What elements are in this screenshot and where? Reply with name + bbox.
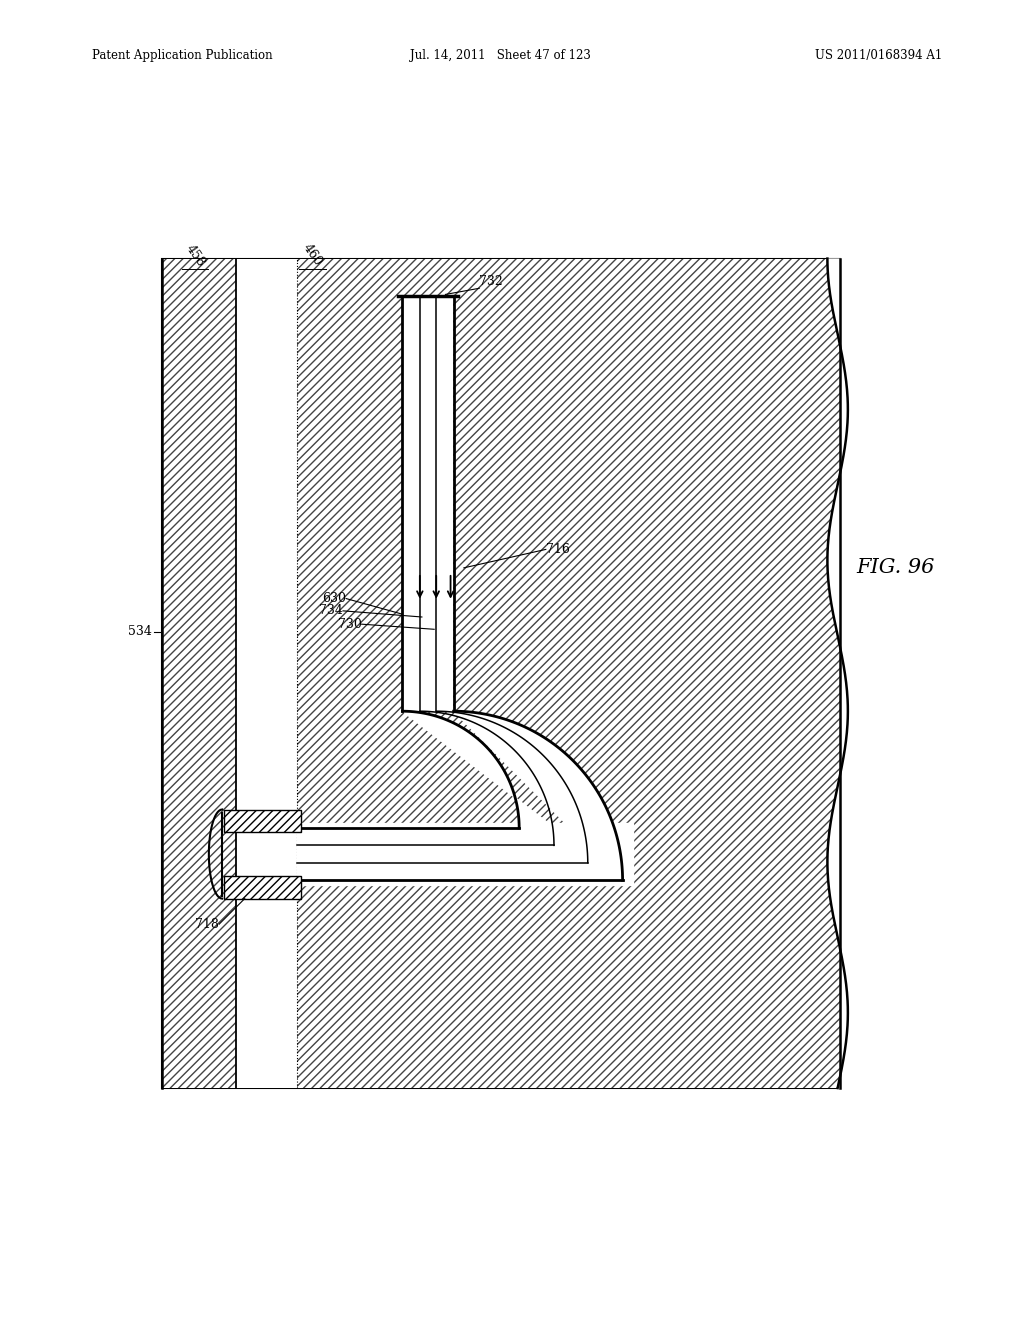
Text: 716: 716 xyxy=(546,543,569,556)
Bar xyxy=(162,259,840,1088)
Text: 630: 630 xyxy=(323,593,346,605)
Bar xyxy=(403,297,453,711)
Bar xyxy=(236,259,297,1088)
Text: 458: 458 xyxy=(183,242,207,269)
Text: Patent Application Publication: Patent Application Publication xyxy=(92,49,272,62)
Text: 730: 730 xyxy=(338,618,361,631)
Bar xyxy=(224,809,301,832)
Text: Jul. 14, 2011   Sheet 47 of 123: Jul. 14, 2011 Sheet 47 of 123 xyxy=(410,49,591,62)
Bar xyxy=(162,259,236,1088)
Text: 718: 718 xyxy=(196,917,219,931)
Text: 732: 732 xyxy=(479,276,503,288)
Bar xyxy=(297,259,840,1088)
Text: 460: 460 xyxy=(300,242,325,269)
Text: US 2011/0168394 A1: US 2011/0168394 A1 xyxy=(815,49,942,62)
Text: 534: 534 xyxy=(128,626,152,639)
Bar xyxy=(224,876,301,899)
Polygon shape xyxy=(402,711,623,880)
Text: FIG. 96: FIG. 96 xyxy=(857,558,935,577)
Text: 734: 734 xyxy=(319,605,343,618)
